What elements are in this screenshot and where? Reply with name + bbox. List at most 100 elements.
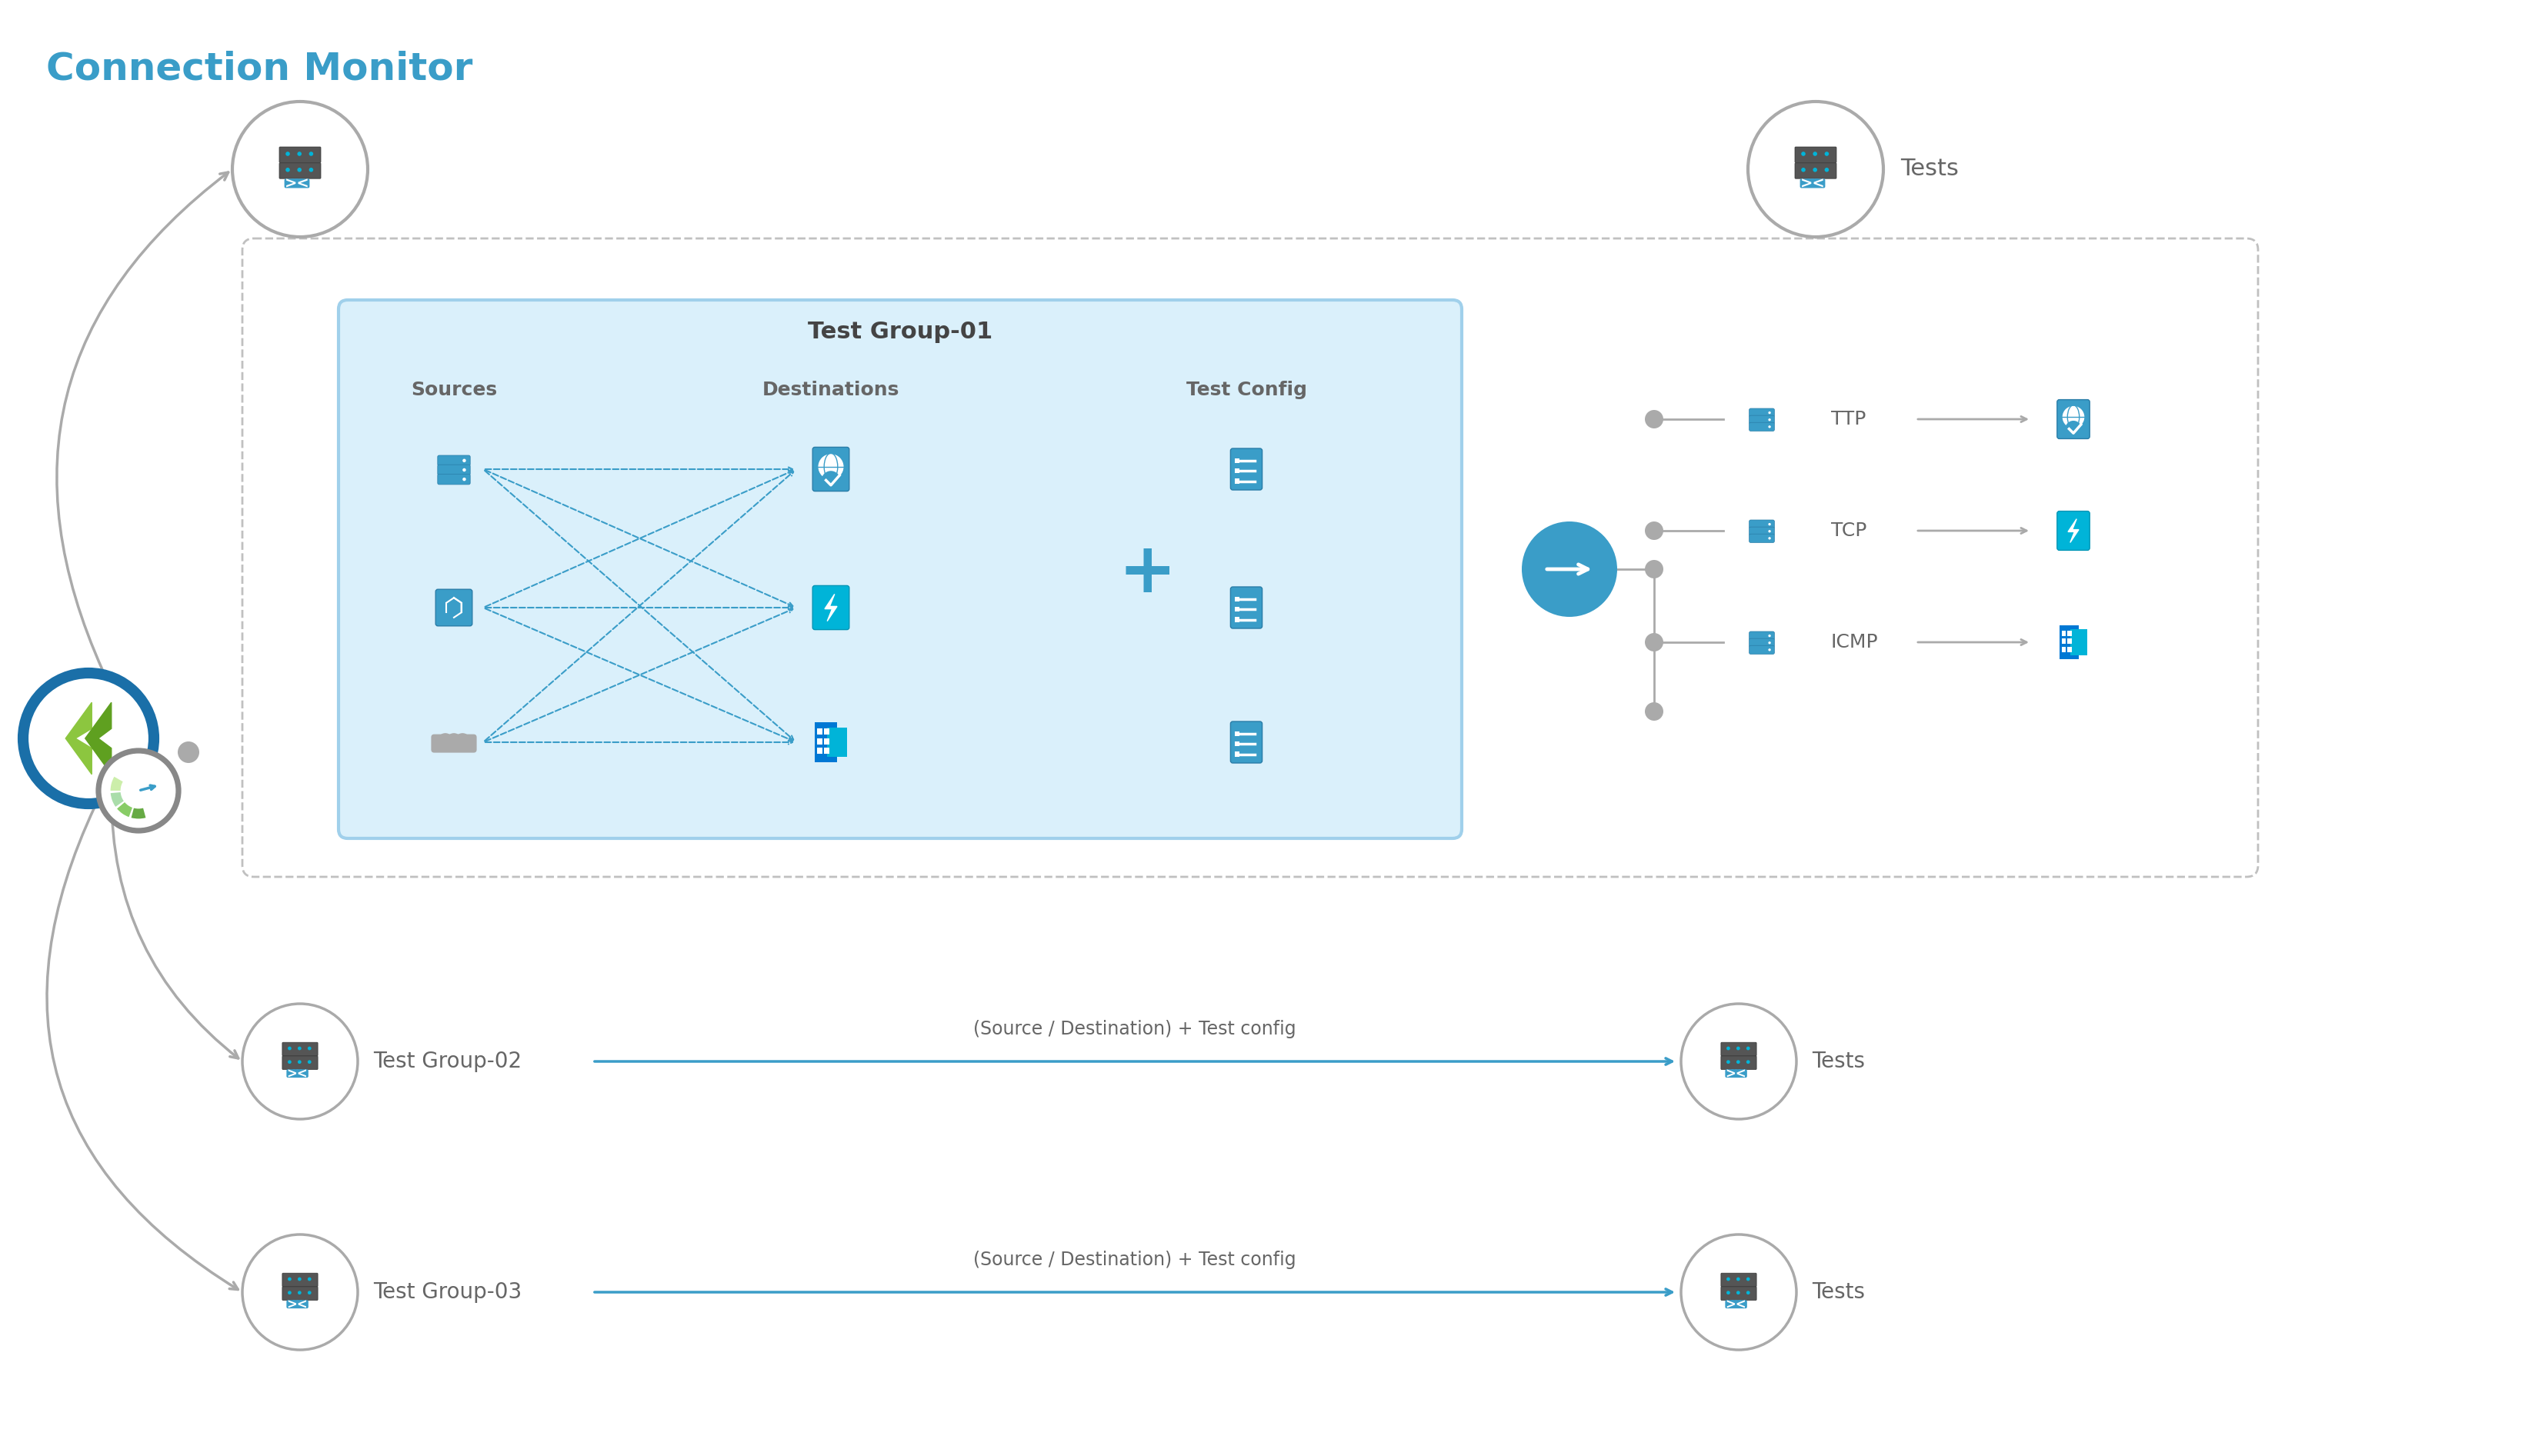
Circle shape <box>290 1300 298 1306</box>
Circle shape <box>242 1003 359 1120</box>
Circle shape <box>288 1277 290 1281</box>
Circle shape <box>242 1235 359 1350</box>
FancyBboxPatch shape <box>2070 629 2088 655</box>
Circle shape <box>1813 179 1821 186</box>
Circle shape <box>821 470 841 489</box>
Circle shape <box>298 179 306 186</box>
Circle shape <box>1747 1277 1750 1281</box>
FancyBboxPatch shape <box>1750 415 1775 424</box>
FancyBboxPatch shape <box>285 1300 308 1309</box>
Circle shape <box>298 1047 300 1050</box>
FancyBboxPatch shape <box>1230 722 1262 763</box>
Circle shape <box>462 459 467 463</box>
Circle shape <box>1767 425 1770 428</box>
Circle shape <box>298 151 300 156</box>
Circle shape <box>1727 1047 1730 1050</box>
Circle shape <box>1767 642 1770 644</box>
Circle shape <box>1644 561 1664 578</box>
Circle shape <box>1800 167 1805 172</box>
FancyBboxPatch shape <box>1235 597 1240 601</box>
Circle shape <box>462 469 467 472</box>
Circle shape <box>818 453 843 480</box>
Circle shape <box>2060 405 2086 430</box>
FancyBboxPatch shape <box>1750 639 1775 646</box>
Circle shape <box>98 751 179 831</box>
Circle shape <box>293 1300 300 1306</box>
Wedge shape <box>116 802 131 817</box>
Text: ><: >< <box>288 1297 308 1312</box>
FancyBboxPatch shape <box>2068 630 2073 636</box>
Wedge shape <box>111 792 124 807</box>
Circle shape <box>1767 412 1770 414</box>
FancyBboxPatch shape <box>818 747 823 754</box>
Polygon shape <box>86 702 111 775</box>
Text: ><: >< <box>1725 1067 1747 1080</box>
FancyBboxPatch shape <box>1235 459 1240 463</box>
FancyBboxPatch shape <box>437 464 470 475</box>
FancyBboxPatch shape <box>1800 179 1826 188</box>
FancyBboxPatch shape <box>818 738 823 744</box>
Circle shape <box>1747 1047 1750 1050</box>
Circle shape <box>1523 521 1616 617</box>
Text: TCP: TCP <box>1831 521 1866 540</box>
FancyBboxPatch shape <box>2060 646 2065 652</box>
Polygon shape <box>66 702 91 775</box>
Circle shape <box>298 1277 300 1281</box>
Circle shape <box>1737 1277 1740 1281</box>
Text: Destinations: Destinations <box>763 380 899 399</box>
FancyBboxPatch shape <box>437 475 470 485</box>
FancyBboxPatch shape <box>283 1056 318 1070</box>
Circle shape <box>293 179 300 186</box>
Wedge shape <box>131 808 146 818</box>
Circle shape <box>1767 648 1770 651</box>
Circle shape <box>1767 537 1770 540</box>
Circle shape <box>1813 167 1818 172</box>
Text: TTP: TTP <box>1831 411 1866 428</box>
FancyBboxPatch shape <box>813 585 848 629</box>
Circle shape <box>232 102 369 237</box>
FancyBboxPatch shape <box>283 1042 318 1056</box>
Text: Test Config: Test Config <box>1187 380 1308 399</box>
Circle shape <box>1730 1069 1735 1076</box>
Circle shape <box>288 1047 290 1050</box>
Wedge shape <box>111 776 124 791</box>
Text: Tests: Tests <box>1813 1281 1866 1303</box>
FancyBboxPatch shape <box>1725 1069 1747 1077</box>
FancyBboxPatch shape <box>1750 409 1775 416</box>
Circle shape <box>1737 1291 1740 1294</box>
FancyBboxPatch shape <box>2058 511 2091 550</box>
FancyBboxPatch shape <box>338 300 1462 839</box>
Circle shape <box>1732 1300 1740 1306</box>
Text: ICMP: ICMP <box>1831 633 1879 651</box>
Text: Sources: Sources <box>412 380 497 399</box>
FancyBboxPatch shape <box>437 456 470 466</box>
Circle shape <box>1747 1060 1750 1064</box>
Circle shape <box>1682 1003 1795 1120</box>
FancyBboxPatch shape <box>280 163 321 179</box>
FancyBboxPatch shape <box>2060 625 2078 660</box>
Circle shape <box>288 1291 290 1294</box>
FancyBboxPatch shape <box>283 1287 318 1300</box>
Circle shape <box>1682 1235 1795 1350</box>
FancyBboxPatch shape <box>1235 469 1240 473</box>
Circle shape <box>298 167 300 172</box>
Text: Test Group-01: Test Group-01 <box>808 322 992 344</box>
FancyBboxPatch shape <box>1235 617 1240 622</box>
Text: Tests: Tests <box>1813 1051 1866 1072</box>
FancyBboxPatch shape <box>1750 520 1775 529</box>
Text: ><: >< <box>288 1067 308 1080</box>
Circle shape <box>308 1291 311 1294</box>
FancyBboxPatch shape <box>1725 1300 1747 1309</box>
Circle shape <box>1826 167 1828 172</box>
Text: +: + <box>1119 539 1177 607</box>
Circle shape <box>285 151 290 156</box>
FancyBboxPatch shape <box>437 590 472 626</box>
Circle shape <box>1767 635 1770 638</box>
FancyBboxPatch shape <box>1235 751 1240 757</box>
FancyBboxPatch shape <box>2058 399 2091 438</box>
Circle shape <box>1737 1060 1740 1064</box>
Circle shape <box>1767 530 1770 533</box>
FancyBboxPatch shape <box>1750 534 1775 543</box>
Circle shape <box>1767 523 1770 526</box>
FancyBboxPatch shape <box>816 722 838 761</box>
